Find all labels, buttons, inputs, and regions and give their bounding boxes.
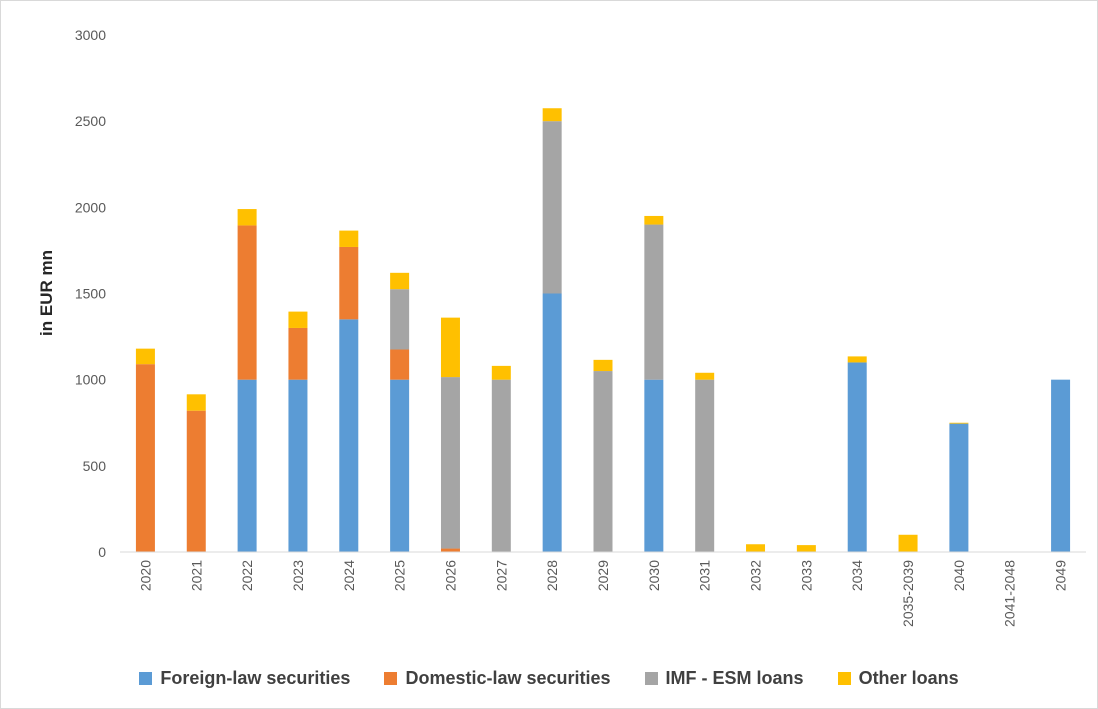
- bar-segment: [796, 545, 816, 552]
- x-tick-label: 2035-2039: [900, 560, 916, 627]
- y-tick-label: 2500: [75, 113, 106, 129]
- y-tick-label: 1000: [75, 372, 106, 388]
- x-tick-label: 2024: [341, 560, 357, 591]
- x-tick-label: 2049: [1053, 560, 1069, 591]
- y-tick-label: 0: [98, 544, 106, 560]
- bar-segment: [898, 534, 918, 552]
- bar-segment: [440, 548, 460, 552]
- y-axis-label: in EUR mn: [37, 250, 56, 336]
- y-tick-label: 500: [83, 458, 107, 474]
- bar-segment: [390, 379, 410, 552]
- y-axis: 0 500 1000 1500 2000 2500 3000: [75, 27, 106, 560]
- x-tick-label: 2025: [392, 560, 408, 591]
- bar-segment: [949, 423, 969, 552]
- x-tick-label: 2040: [951, 560, 967, 591]
- bar-segment: [949, 422, 969, 424]
- x-tick-label: 2028: [544, 560, 560, 591]
- x-tick-label: 2026: [442, 560, 458, 591]
- bar-segment: [746, 544, 766, 552]
- bar-segment: [695, 372, 715, 380]
- bar-segment: [288, 327, 308, 380]
- bar-segment: [135, 348, 155, 365]
- bar-segment: [186, 410, 206, 552]
- x-tick-label: 2020: [137, 560, 153, 591]
- bar-segment: [440, 317, 460, 378]
- bar-segment: [237, 225, 257, 380]
- bar-segment: [390, 349, 410, 380]
- y-tick-label: 3000: [75, 27, 106, 43]
- x-tick-label: 2022: [239, 560, 255, 591]
- x-tick-label: 2027: [493, 560, 509, 591]
- x-tick-label: 2032: [748, 560, 764, 591]
- legend-swatch: [644, 672, 658, 685]
- x-tick-label: 2034: [849, 560, 865, 591]
- bar-segment: [593, 359, 613, 372]
- legend: Foreign-law securities Domestic-law secur…: [0, 668, 1098, 689]
- bar-segment: [135, 364, 155, 552]
- bar-segment: [440, 377, 460, 549]
- x-tick-label: 2033: [798, 560, 814, 591]
- bar-segment: [491, 365, 511, 380]
- bar-segment: [288, 379, 308, 552]
- bars: [135, 108, 1071, 552]
- legend-swatch: [139, 672, 153, 685]
- bar-segment: [644, 215, 664, 225]
- bar-segment: [542, 121, 562, 294]
- bar-segment: [390, 272, 410, 290]
- bar-segment: [237, 379, 257, 552]
- y-tick-label: 1500: [75, 286, 106, 302]
- legend-item: Foreign-law securities: [139, 668, 350, 689]
- legend-label: Foreign-law securities: [160, 668, 351, 688]
- bar-segment: [593, 371, 613, 552]
- bar-segment: [491, 379, 511, 552]
- bar-segment: [847, 356, 867, 363]
- x-tick-label: 2023: [290, 560, 306, 591]
- legend-item: IMF - ESM loans: [644, 668, 804, 689]
- bar-segment: [339, 319, 359, 552]
- legend-label: Domestic-law securities: [405, 668, 611, 688]
- bar-segment: [1051, 379, 1071, 552]
- bar-segment: [542, 293, 562, 552]
- legend-label: Other loans: [858, 668, 959, 688]
- bar-segment: [186, 394, 206, 411]
- bar-segment: [339, 246, 359, 320]
- bar-segment: [644, 224, 664, 380]
- legend-item: Domestic-law securities: [384, 668, 611, 689]
- legend-label: IMF - ESM loans: [665, 668, 804, 688]
- legend-swatch: [837, 672, 851, 685]
- bar-segment: [695, 379, 715, 552]
- legend-item: Other loans: [837, 668, 959, 689]
- x-tick-label: 2041-2048: [1002, 560, 1018, 627]
- bar-segment: [339, 230, 359, 247]
- x-axis: 2020 2021 2022 2023 2024 2025 2026 2027 2028 2029…: [120, 551, 1086, 627]
- x-tick-label: 2031: [697, 560, 713, 591]
- x-tick-label: 2029: [595, 560, 611, 591]
- y-tick-label: 2000: [75, 199, 106, 215]
- bar-segment: [644, 379, 664, 552]
- bar-segment: [542, 108, 562, 122]
- bar-segment: [390, 289, 410, 350]
- bar-segment: [288, 311, 308, 328]
- x-tick-label: 2030: [646, 560, 662, 591]
- bar-segment: [237, 209, 257, 226]
- x-tick-label: 2021: [188, 560, 204, 591]
- bar-segment: [847, 362, 867, 552]
- legend-swatch: [384, 672, 398, 685]
